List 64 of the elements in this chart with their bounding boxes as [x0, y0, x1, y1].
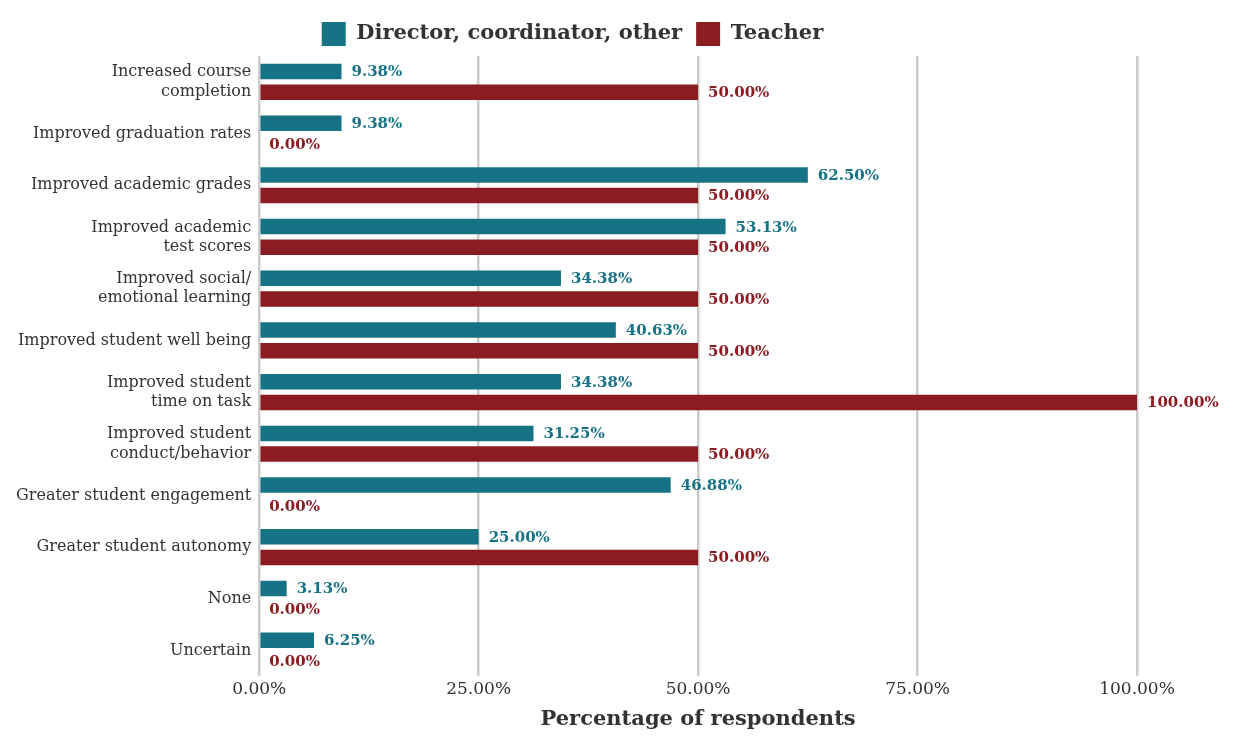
- bar: [260, 342, 699, 359]
- data-label: 62.50%: [817, 165, 880, 184]
- bar: [260, 63, 342, 80]
- y-tick-label: Improved student time on task: [106, 371, 252, 410]
- bar: [260, 218, 726, 235]
- data-label: 9.38%: [351, 62, 403, 81]
- data-label: 34.38%: [570, 372, 633, 391]
- data-label: 50.00%: [708, 238, 770, 257]
- bar: [260, 115, 342, 131]
- x-tick-label: 50.00%: [665, 678, 731, 699]
- data-label: 50.00%: [708, 548, 770, 567]
- x-tick-label: 0.00%: [232, 678, 287, 699]
- data-label: 0.00%: [269, 496, 320, 515]
- bar: [260, 549, 699, 566]
- bar: [260, 529, 479, 545]
- x-tick-label: 25.00%: [446, 678, 512, 699]
- y-tick-label: Improved academic test scores: [91, 216, 252, 255]
- data-label: 25.00%: [488, 527, 550, 546]
- data-label: 0.00%: [269, 651, 320, 670]
- bar: [260, 167, 808, 183]
- bar: [260, 322, 616, 338]
- data-label: 31.25%: [543, 424, 605, 443]
- data-label: 50.00%: [708, 186, 770, 205]
- data-label: 100.00%: [1147, 393, 1219, 412]
- y-tick-label: Increased course completion: [111, 61, 252, 100]
- y-tick-label: Improved graduation rates: [32, 122, 252, 142]
- y-tick-label: Improved student conduct/behavior: [106, 423, 252, 462]
- bar: [260, 446, 699, 462]
- legend-label: Teacher: [730, 19, 825, 45]
- y-tick-label: Improved social/ emotional learning: [97, 268, 252, 307]
- x-axis-title: Percentage of respondents: [540, 704, 856, 730]
- bar: [260, 270, 561, 287]
- data-label: 9.38%: [351, 114, 403, 133]
- bar: [260, 632, 315, 648]
- data-label: 34.38%: [570, 269, 633, 288]
- bar: [260, 239, 699, 256]
- y-tick-label: Uncertain: [169, 639, 252, 659]
- x-tick-label: 75.00%: [885, 678, 950, 699]
- data-label: 0.00%: [269, 134, 320, 153]
- data-label: 50.00%: [708, 341, 770, 360]
- y-tick-label: Greater student autonomy: [36, 536, 252, 556]
- bar: [260, 291, 699, 307]
- bar: [260, 425, 534, 442]
- data-label: 50.00%: [708, 444, 770, 463]
- data-label: 53.13%: [735, 217, 797, 236]
- y-tick-label: Improved academic grades: [30, 174, 252, 194]
- bar: [260, 84, 699, 100]
- data-label: 46.88%: [680, 476, 742, 494]
- data-label: 6.25%: [324, 631, 375, 650]
- bar: [260, 477, 671, 493]
- data-label: 0.00%: [269, 600, 320, 619]
- bar: [260, 373, 561, 390]
- data-label: 3.13%: [296, 579, 348, 598]
- data-label: 50.00%: [708, 289, 770, 308]
- y-tick-label: Improved student well being: [18, 329, 252, 349]
- bar: [260, 580, 287, 597]
- bar: [260, 187, 699, 204]
- y-tick-label: None: [207, 588, 252, 608]
- y-tick-label: Greater student engagement: [16, 484, 252, 504]
- bar: [260, 394, 1137, 411]
- data-label: 50.00%: [708, 83, 770, 102]
- legend-label: Director, coordinator, other: [356, 19, 684, 45]
- x-tick-label: 100.00%: [1099, 678, 1175, 699]
- data-label: 40.63%: [625, 320, 688, 339]
